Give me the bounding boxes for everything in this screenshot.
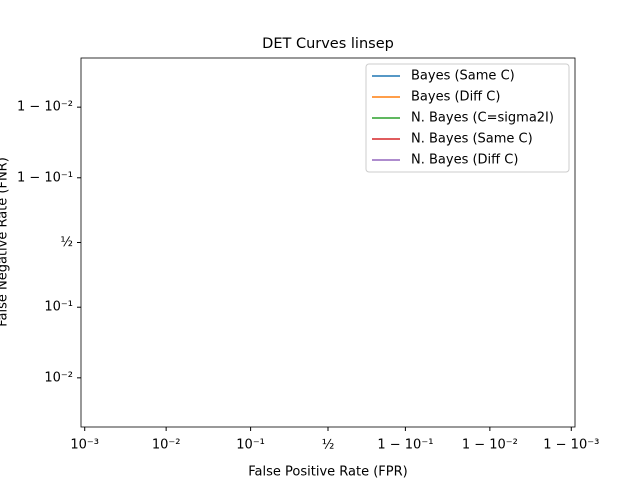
x-tick-label: ½ [322,438,335,453]
legend-box [365,63,570,173]
legend-label: Bayes (Same C) [411,69,515,84]
x-tick-label: 10⁻³ [70,438,99,453]
legend-label: N. Bayes (C=sigma2I) [411,111,554,126]
x-tick-label: 1 − 10⁻¹ [377,438,433,453]
x-tick-label: 10⁻² [152,438,181,453]
y-tick-label: 10⁻² [44,370,73,385]
y-tick-label: 1 − 10⁻² [17,100,73,115]
x-tick-label: 1 − 10⁻² [462,438,518,453]
y-tick-label: ½ [60,235,73,250]
legend-label: N. Bayes (Same C) [411,132,533,147]
y-axis-label: False Negative Rate (FNR) [0,157,11,327]
x-tick-label: 1 − 10⁻³ [543,438,599,453]
legend-label: Bayes (Diff C) [411,90,500,105]
legend-label: N. Bayes (Diff C) [411,153,518,168]
x-tick-label: 10⁻¹ [236,438,265,453]
x-axis-label: False Positive Rate (FPR) [248,465,407,480]
y-tick-label: 1 − 10⁻¹ [17,170,73,185]
chart-title: DET Curves linsep [262,36,394,52]
y-tick-label: 10⁻¹ [44,300,73,315]
